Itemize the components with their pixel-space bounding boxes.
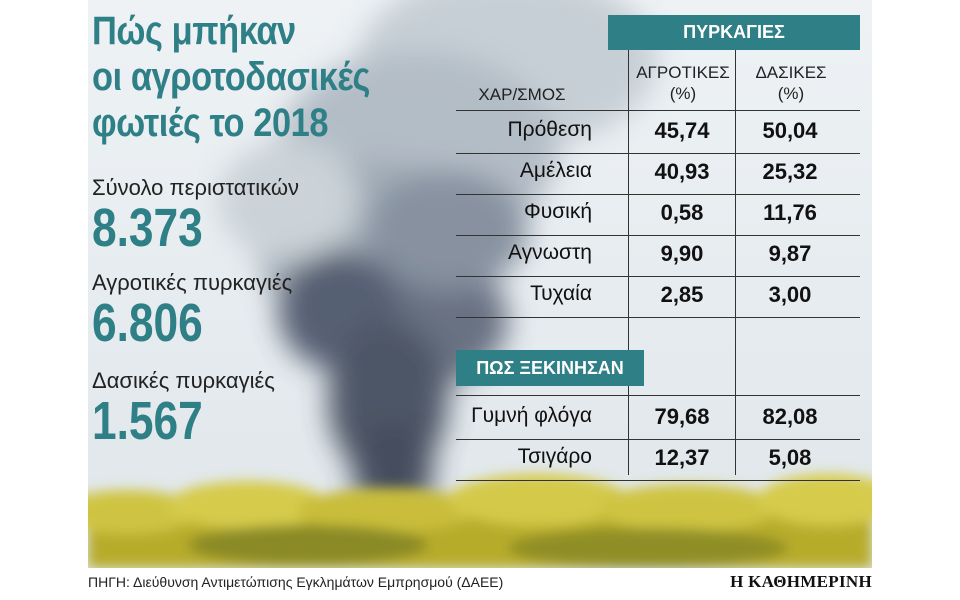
source-note: ΠΗΓΗ: Διεύθυνση Αντιμετώπισης Εγκλημάτων… [88, 574, 504, 590]
value-agricultural: 0,58 [660, 200, 704, 225]
stat-value: 8.373 [92, 198, 203, 258]
footer: ΠΗΓΗ: Διεύθυνση Αντιμετώπισης Εγκλημάτων… [88, 572, 872, 596]
row-category: Αγνωστη [508, 241, 592, 264]
row-divider [456, 317, 860, 318]
group-header-fires: ΠΥΡΚΑΓΙΕΣ [608, 15, 860, 50]
row-category: Τυχαία [530, 282, 592, 305]
brand-logo: Η ΚΑΘΗΜΕΡΙΝΗ [730, 572, 872, 591]
row-divider [456, 235, 860, 236]
column-header-agricultural: ΑΓΡΟΤΙΚΕΣ (%) [623, 62, 743, 104]
value-agricultural: 12,37 [654, 445, 710, 470]
value-forest: 50,04 [762, 118, 818, 143]
infographic-panel: Πώς μπήκαν οι αγροτοδασικές φωτιές το 20… [88, 0, 872, 568]
row-category: Τσιγάρο [517, 445, 592, 468]
column-divider [735, 50, 736, 475]
row-divider [456, 480, 860, 481]
row-header-cause: ΧΑΡ/ΣΜΟΣ [478, 85, 566, 104]
row-category: Γυμνή φλόγα [471, 404, 592, 427]
value-forest: 5,08 [768, 445, 812, 470]
stat-forest-fires: Δασικές πυρκαγιές 1.567 [92, 368, 275, 448]
row-divider [456, 153, 860, 154]
value-agricultural: 40,93 [654, 159, 710, 184]
stat-value: 1.567 [92, 391, 203, 451]
stat-label: Σύνολο περιστατικών [92, 175, 300, 200]
value-forest: 82,08 [762, 404, 818, 429]
stat-label: Δασικές πυρκαγιές [92, 368, 275, 393]
section-header-how-started: ΠΩΣ ΞΕΚΙΝΗΣΑΝ [456, 350, 644, 386]
row-divider [456, 276, 860, 277]
value-agricultural: 79,68 [654, 404, 710, 429]
value-agricultural: 9,90 [660, 241, 704, 266]
column-header-unit: (%) [669, 84, 697, 103]
smoke-plume [218, 0, 658, 520]
column-header-line: ΔΑΣΙΚΕΣ [755, 63, 827, 82]
value-forest: 9,87 [768, 241, 812, 266]
row-divider [456, 194, 860, 195]
value-forest: 25,32 [762, 159, 818, 184]
title-line: φωτιές το 2018 [92, 101, 329, 145]
title-line: Πώς μπήκαν [92, 9, 296, 53]
row-divider [456, 439, 860, 440]
page-title: Πώς μπήκαν οι αγροτοδασικές φωτιές το 20… [92, 8, 370, 146]
stat-agricultural-fires: Αγροτικές πυρκαγιές 6.806 [92, 270, 292, 350]
stat-value: 6.806 [92, 293, 203, 353]
value-forest: 11,76 [763, 200, 817, 225]
smoke-and-trees-background [88, 0, 872, 568]
row-divider [456, 110, 860, 111]
column-divider [628, 50, 629, 475]
row-category: Φυσική [523, 200, 592, 223]
row-category: Αμέλεια [519, 159, 592, 182]
column-header-forest: ΔΑΣΙΚΕΣ (%) [731, 62, 851, 104]
column-header-unit: (%) [777, 84, 805, 103]
stat-label: Αγροτικές πυρκαγιές [92, 270, 293, 295]
value-forest: 3,00 [768, 282, 812, 307]
column-header-line: ΑΓΡΟΤΙΚΕΣ [636, 63, 730, 82]
stat-total-incidents: Σύνολο περιστατικών 8.373 [92, 175, 299, 255]
title-line: οι αγροτοδασικές [92, 55, 370, 99]
value-agricultural: 45,74 [654, 118, 710, 143]
row-divider [456, 395, 860, 396]
foliage [88, 474, 872, 568]
row-category: Πρόθεση [507, 118, 592, 141]
value-agricultural: 2,85 [660, 282, 704, 307]
